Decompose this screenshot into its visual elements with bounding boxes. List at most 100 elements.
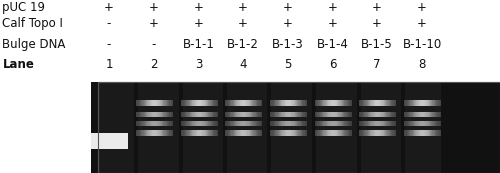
Bar <box>376 100 378 106</box>
Bar <box>342 121 343 126</box>
Bar <box>420 121 422 126</box>
Bar <box>346 100 348 106</box>
Bar <box>278 130 280 136</box>
Bar <box>360 112 362 117</box>
Bar <box>321 121 322 126</box>
Bar <box>333 112 334 117</box>
Bar <box>386 112 388 117</box>
Bar <box>230 112 232 117</box>
Bar <box>318 112 320 117</box>
Bar <box>390 112 391 117</box>
Bar <box>327 130 328 136</box>
Bar <box>167 121 168 126</box>
Bar <box>212 121 213 126</box>
Bar <box>204 112 206 117</box>
Bar <box>334 130 336 136</box>
Bar <box>184 112 185 117</box>
Bar <box>222 82 226 173</box>
Bar <box>300 121 301 126</box>
Bar <box>298 121 300 126</box>
Bar <box>170 100 172 106</box>
Text: +: + <box>104 1 114 14</box>
Bar <box>217 121 218 126</box>
Bar <box>388 100 390 106</box>
Bar <box>338 100 340 106</box>
Bar <box>194 130 196 136</box>
Bar <box>156 100 157 106</box>
Bar <box>256 112 257 117</box>
Bar <box>242 112 244 117</box>
Bar <box>378 100 379 106</box>
Bar <box>163 100 164 106</box>
Bar <box>161 130 162 136</box>
Bar <box>440 130 441 136</box>
Bar <box>245 130 246 136</box>
Bar <box>257 100 258 106</box>
Bar <box>190 100 191 106</box>
Bar <box>363 100 364 106</box>
Bar <box>348 130 349 136</box>
Bar <box>301 121 302 126</box>
Bar <box>415 100 416 106</box>
Bar <box>302 112 304 117</box>
Bar <box>318 121 320 126</box>
Bar <box>369 100 370 106</box>
Text: -: - <box>152 38 156 51</box>
Bar <box>202 100 203 106</box>
Bar <box>419 112 420 117</box>
Bar <box>388 121 390 126</box>
Bar <box>194 121 196 126</box>
Bar <box>375 130 376 136</box>
Bar <box>380 121 382 126</box>
Bar <box>214 100 216 106</box>
Bar <box>327 100 328 106</box>
Bar <box>425 121 426 126</box>
Bar <box>192 121 194 126</box>
Bar <box>429 112 430 117</box>
Bar <box>343 121 344 126</box>
Bar <box>322 121 323 126</box>
Bar <box>248 100 250 106</box>
Bar <box>246 100 248 106</box>
Bar <box>213 100 214 106</box>
Bar <box>260 130 261 136</box>
Bar <box>160 121 161 126</box>
Text: +: + <box>149 1 159 14</box>
Bar <box>366 100 368 106</box>
Bar <box>276 121 278 126</box>
Bar <box>292 121 294 126</box>
Bar <box>282 100 284 106</box>
Bar <box>368 121 369 126</box>
Bar <box>145 112 146 117</box>
Bar <box>364 100 366 106</box>
Bar <box>366 130 368 136</box>
Bar <box>333 100 334 106</box>
Bar <box>214 112 216 117</box>
Bar <box>196 130 197 136</box>
Bar <box>420 100 422 106</box>
Bar <box>274 121 275 126</box>
Bar <box>372 121 374 126</box>
Bar <box>391 130 392 136</box>
Bar <box>141 121 142 126</box>
Bar <box>235 130 236 136</box>
Bar <box>350 100 352 106</box>
Text: +: + <box>194 1 204 14</box>
Text: 2: 2 <box>150 57 158 71</box>
Bar <box>420 130 422 136</box>
Bar <box>235 100 236 106</box>
Bar <box>327 121 328 126</box>
Bar <box>384 112 385 117</box>
Text: +: + <box>372 1 382 14</box>
Bar <box>288 100 290 106</box>
Bar <box>140 121 141 126</box>
Bar <box>238 130 240 136</box>
Bar <box>359 112 360 117</box>
Bar <box>320 121 321 126</box>
Bar <box>214 121 216 126</box>
Bar <box>216 100 217 106</box>
Bar <box>337 112 338 117</box>
Bar <box>138 130 140 136</box>
Bar <box>163 121 164 126</box>
Bar <box>182 112 184 117</box>
